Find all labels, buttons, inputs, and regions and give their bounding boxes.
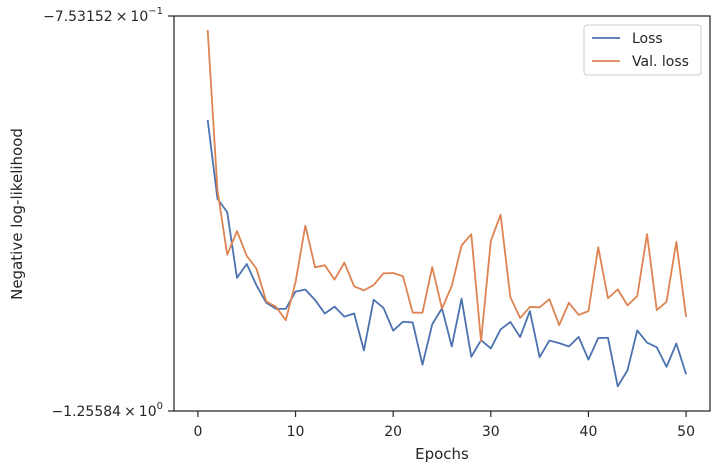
x-axis-title: Epochs [415,445,469,463]
x-tick-label: 20 [384,424,402,440]
y-tick-bottom: −1.25584 × 100 [51,401,174,420]
x-tick-layer: 0 10 20 30 40 50 [193,411,695,440]
y-tick-top-base: 10 [130,9,148,25]
x-tick-label: 10 [287,424,305,440]
legend: Loss Val. loss [583,24,702,76]
y-tick-bottom-mantissa: −1.25584 [51,404,121,420]
series-layer [206,30,687,388]
y-tick-bottom-times: × [124,404,136,420]
x-tick-label: 40 [580,424,598,440]
x-tick-label: 50 [677,424,695,440]
x-tick-label: 30 [482,424,500,440]
y-tick-bottom-exponent: 0 [157,401,163,412]
legend-label-val-loss: Val. loss [632,54,689,70]
y-tick-top-exponent: −1 [148,6,163,17]
y-axis-title: Negative log-likelihood [8,128,26,300]
legend-label-loss: Loss [632,31,663,47]
y-tick-top-mantissa: −7.53152 [43,9,113,25]
y-tick-top: −7.53152 × 10−1 [43,6,174,25]
y-tick-bottom-base: 10 [139,404,157,420]
y-tick-label-top: −7.53152 × 10−1 [43,6,163,25]
y-tick-label-bottom: −1.25584 × 100 [51,401,163,420]
series-line-val-loss [206,30,687,343]
y-tick-top-times: × [116,9,128,25]
x-tick-label: 0 [193,424,202,440]
plot-frame [173,15,711,412]
series-line-loss [206,119,687,388]
